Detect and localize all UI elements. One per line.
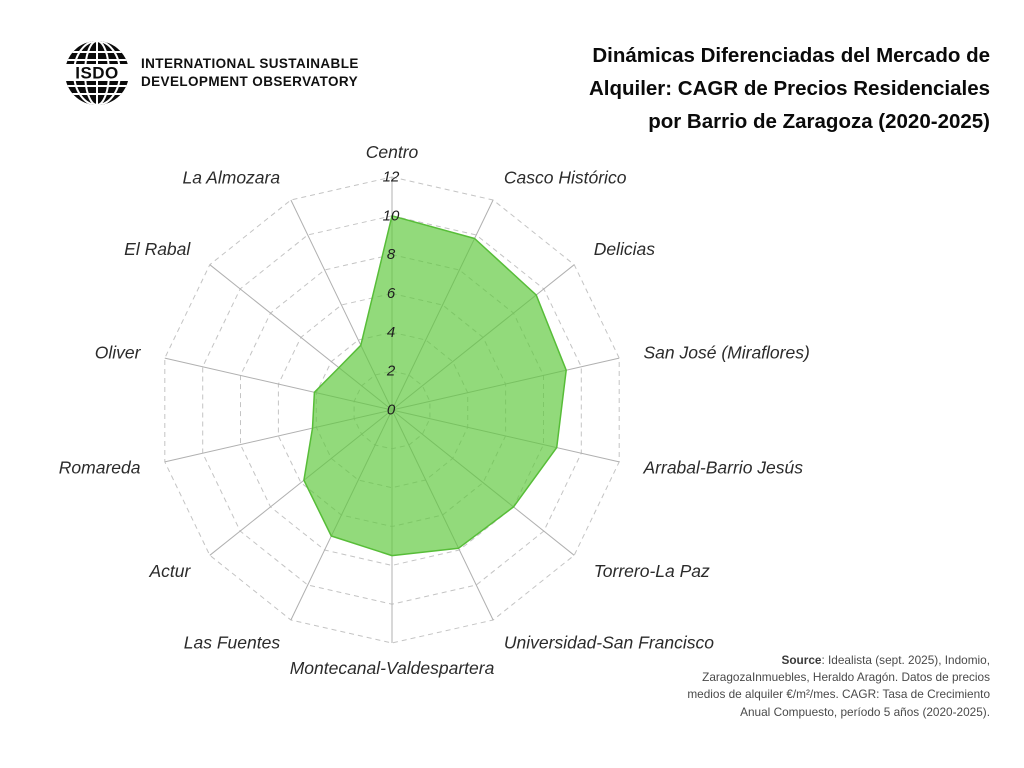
axis-label-el-rabal: El Rabal (124, 239, 191, 259)
axis-label-oliver: Oliver (95, 343, 142, 363)
org-name-line2: DEVELOPMENT OBSERVATORY (141, 74, 358, 89)
axis-label-torrero-la-paz: Torrero-La Paz (594, 561, 710, 581)
radial-tick-12: 12 (383, 169, 400, 186)
radial-tick-6: 6 (387, 285, 396, 302)
brand-header: ISDO INTERNATIONAL SUSTAINABLE DEVELOPME… (62, 38, 359, 108)
title-line-2: Alquiler: CAGR de Precios Residenciales (588, 76, 990, 100)
axis-label-delicias: Delicias (594, 239, 656, 259)
data-polygon (303, 215, 567, 557)
title-line-3: por Barrio de Zaragoza (2020-2025) (648, 109, 990, 133)
axis-label-casco-historico: Casco Histórico (504, 168, 627, 188)
axis-label-las-fuentes: Las Fuentes (184, 632, 281, 652)
source-line-3: medios de alquiler €/m²/mes. CAGR: Tasa … (687, 687, 990, 702)
org-name: INTERNATIONAL SUSTAINABLE DEVELOPMENT OB… (141, 55, 359, 91)
radial-tick-10: 10 (383, 207, 400, 224)
radial-tick-8: 8 (387, 246, 396, 263)
logo-band (64, 64, 130, 81)
source-line-1: Source: Idealista (sept. 2025), Indomio, (590, 652, 990, 669)
radial-tick-4: 4 (387, 324, 395, 341)
title-line-1: Dinámicas Diferenciadas del Mercado de (592, 44, 990, 67)
source-line-2: ZaragozaInmuebles, Heraldo Aragón. Datos… (702, 670, 990, 685)
axis-label-montecanal-valdespartera: Montecanal-Valdespartera (290, 658, 495, 678)
axis-label-centro: Centro (366, 142, 419, 162)
axis-label-arrabal-barrio-jesus: Arrabal-Barrio Jesús (643, 457, 804, 477)
radial-tick-0: 0 (387, 402, 396, 419)
source-line-1-rest: : Idealista (sept. 2025), Indomio, (821, 653, 990, 667)
source-note: Source: Idealista (sept. 2025), Indomio,… (590, 652, 990, 721)
isdo-globe-logo-icon: ISDO (64, 41, 130, 105)
radial-tick-2: 2 (386, 363, 396, 380)
org-name-line1: INTERNATIONAL SUSTAINABLE (141, 55, 359, 71)
source-line-4: Anual Compuesto, período 5 años (2020-20… (740, 704, 990, 719)
axis-label-universidad-san-francisco: Universidad-San Francisco (504, 632, 714, 652)
chart-title: Dinámicas Diferenciadas del Mercado de A… (370, 40, 990, 138)
axis-label-romareda: Romareda (59, 457, 141, 477)
axis-label-la-almozara: La Almozara (183, 168, 281, 188)
source-label: Source (781, 653, 822, 667)
axis-label-san-jose-miraflores: San José (Miraflores) (644, 343, 810, 363)
axis-label-actur: Actur (148, 561, 191, 581)
grid-ring-12 (164, 176, 620, 644)
logo-text: ISDO (75, 64, 119, 83)
